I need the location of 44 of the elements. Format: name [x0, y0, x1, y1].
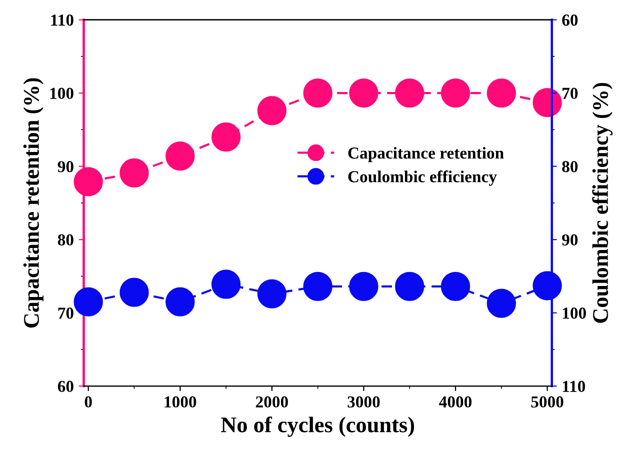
y2-tick-label: 110: [562, 380, 586, 392]
point: [532, 88, 562, 118]
point: [303, 78, 332, 108]
x-tick-label: 0: [84, 396, 92, 408]
legend-label: Coulombic efficiency: [348, 170, 497, 186]
x-tick-label: 2000: [256, 396, 288, 408]
point: [349, 78, 378, 108]
x-tick-label: 5000: [531, 396, 564, 408]
point: [166, 287, 195, 316]
point: [74, 287, 103, 316]
y2-axis-title: Coulombic efficiency (%): [592, 82, 613, 323]
x-axis-title: No of cycles (counts): [221, 416, 414, 437]
y-tick-label: 100: [50, 88, 74, 100]
point: [486, 288, 516, 318]
point: [486, 78, 516, 108]
y-tick-label: 110: [51, 14, 74, 26]
y-tick-label: 70: [58, 308, 74, 319]
point: [211, 122, 241, 152]
x-tick-label: 3000: [348, 396, 380, 408]
point: [120, 278, 149, 307]
point: [532, 271, 562, 300]
point: [257, 96, 286, 126]
y-tick-label: 60: [58, 380, 74, 392]
point: [166, 141, 195, 171]
y2-tick-label: 100: [562, 308, 586, 319]
y2-tick-label: 90: [562, 234, 578, 246]
legend-label: Capacitance retention: [348, 146, 504, 162]
point: [303, 272, 332, 302]
point: [120, 158, 149, 188]
y2-tick-label: 80: [562, 161, 578, 172]
point: [349, 272, 378, 302]
point: [257, 279, 286, 308]
point: [440, 78, 470, 108]
y-tick-label: 90: [58, 161, 74, 172]
y-tick-label: 80: [58, 234, 74, 246]
y-axis-title: Capacitance retention (%): [23, 78, 44, 328]
point: [395, 78, 424, 108]
point: [211, 270, 241, 299]
x-tick-label: 4000: [439, 396, 472, 408]
point: [395, 272, 424, 302]
x-tick-label: 1000: [164, 396, 196, 408]
point: [440, 272, 470, 302]
y2-tick-label: 70: [562, 88, 578, 100]
y2-tick-label: 60: [562, 14, 578, 26]
